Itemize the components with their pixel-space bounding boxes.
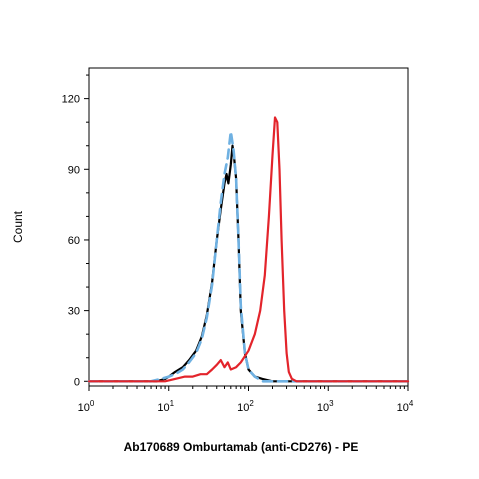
- y-tick-label: 0: [74, 376, 80, 388]
- red-histogram-line: [87, 116, 410, 383]
- x-tick-base: 10: [397, 402, 409, 414]
- x-tick-exponent: 2: [249, 399, 254, 408]
- x-tick-base: 10: [317, 402, 329, 414]
- x-tick-label: 102: [237, 399, 254, 414]
- x-tick-base: 10: [237, 402, 249, 414]
- x-tick-exponent: 1: [170, 399, 175, 408]
- blue-dashed-histogram-line: [87, 130, 410, 383]
- x-tick-label: 103: [317, 399, 334, 414]
- x-tick-exponent: 4: [409, 399, 414, 408]
- x-tick-base: 10: [78, 402, 90, 414]
- plot-frame: [88, 67, 409, 387]
- x-tick-base: 10: [157, 402, 169, 414]
- y-axis-title: Count: [11, 210, 25, 243]
- x-tick-label: 104: [397, 399, 414, 414]
- y-tick-label: 120: [62, 94, 80, 106]
- y-tick-label: 30: [68, 306, 80, 318]
- x-tick-exponent: 0: [90, 399, 95, 408]
- x-axis-ticks: 100 101 102 103 104: [78, 386, 414, 414]
- y-tick-label: 60: [68, 235, 80, 247]
- y-tick-label: 90: [68, 164, 80, 176]
- y-axis-ticks: 0 30 60 90 120: [62, 74, 89, 388]
- x-tick-exponent: 3: [329, 399, 334, 408]
- x-tick-label: 101: [157, 399, 174, 414]
- x-tick-label: 100: [78, 399, 95, 414]
- series-layer: [87, 116, 410, 383]
- black-histogram-line: [87, 144, 410, 383]
- x-axis-title: Ab170689 Omburtamab (anti-CD276) - PE: [124, 440, 359, 454]
